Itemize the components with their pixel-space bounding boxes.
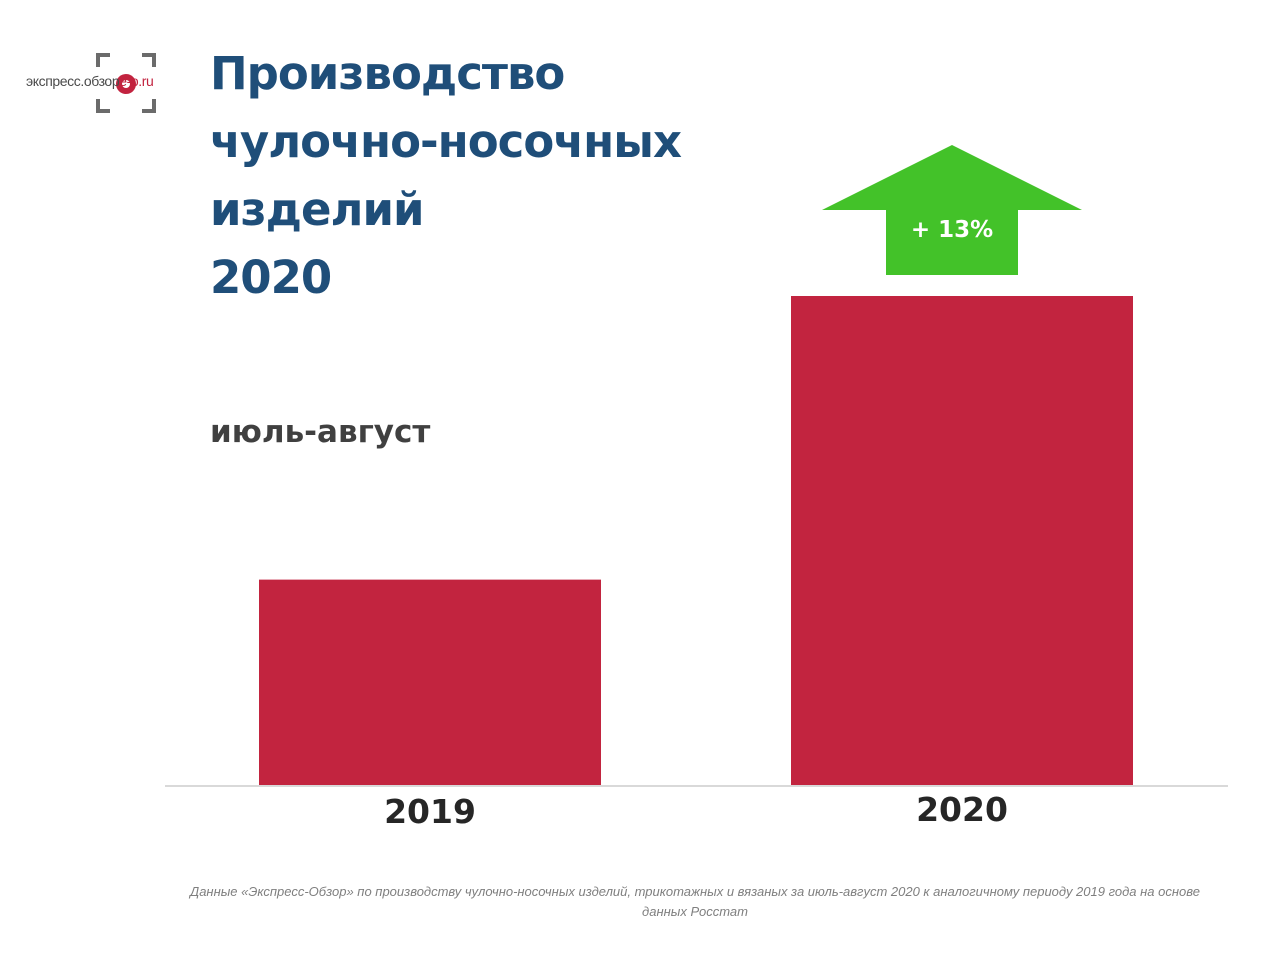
title-line-3: изделий [210,183,425,236]
logo: экспресс.обзорe-o.ru [26,50,186,114]
title-line-2: чулочно-носочных [210,115,682,168]
title-line-1: Производство [210,47,565,100]
growth-annotation-label: + 13% [911,217,993,243]
bar-2019 [259,579,601,785]
logo-text-main: экспресс.обзор [26,73,120,89]
footnote: Данные «Экспресс-Обзор» по производству … [190,884,1200,919]
page-title: Производство чулочно-носочных изделий 20… [210,40,770,312]
period-label: июль-август [210,414,431,450]
logo-frame-icon [96,53,156,113]
logo-text: экспресс.обзорe-o.ru [26,73,154,89]
x-tick-label-2019: 2019 [384,792,476,831]
bar-2020 [791,296,1133,785]
title-line-4: 2020 [210,251,332,304]
x-tick-label-2020: 2020 [916,790,1008,829]
logo-text-domain: e-o.ru [119,73,154,89]
growth-arrow-icon [822,145,1082,275]
